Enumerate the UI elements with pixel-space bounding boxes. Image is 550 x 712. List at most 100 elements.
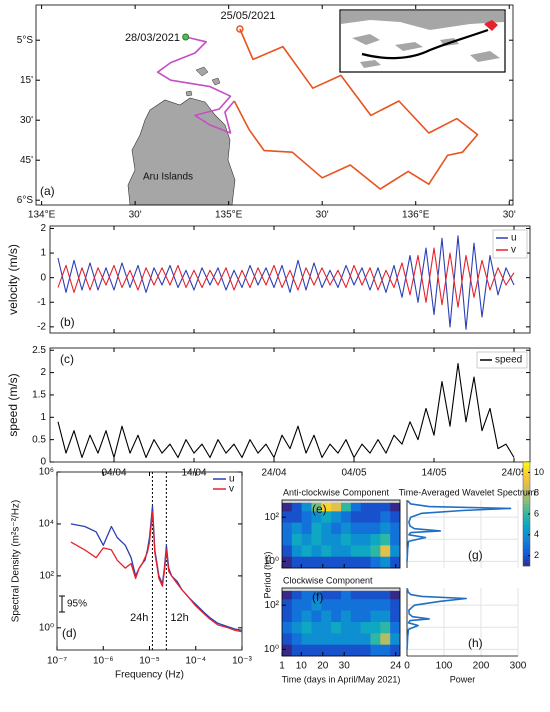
heatmap-cell (301, 622, 312, 634)
heatmap-cell (282, 556, 293, 569)
panel-title: Clockwise Component (283, 575, 373, 585)
heatmap-cell (282, 622, 293, 634)
y-tick-label: 1 (40, 412, 46, 423)
y-tick-label: 1 (40, 248, 46, 259)
heatmap-cell (311, 599, 322, 611)
heatmap-cell (350, 534, 361, 546)
heatmap-cell (301, 590, 312, 600)
heatmap-cell (301, 644, 312, 657)
heatmap-cell (301, 633, 312, 645)
heatmap-cell (360, 522, 371, 535)
heatmap-cell (321, 599, 332, 611)
heatmap-cell (341, 502, 352, 512)
y-tick-label: 1.5 (32, 390, 46, 401)
map-annotation: 28/03/2021 (125, 32, 180, 44)
heatmap-cell (282, 522, 293, 535)
heatmap-cell (341, 633, 352, 645)
heatmap-cell (291, 545, 302, 557)
colorbar-tick-label: 8 (534, 488, 539, 498)
heatmap-cell (282, 599, 293, 611)
heatmap-cell (282, 545, 293, 557)
colorbar-segment (523, 531, 530, 536)
legend-box (492, 229, 528, 259)
panel-label: (a) (40, 184, 55, 198)
colorbar-segment (523, 555, 530, 560)
heatmap-cell (370, 644, 381, 657)
colorbar-segment (523, 462, 530, 466)
panel-label: (c) (60, 352, 74, 366)
heatmap-cell (311, 590, 322, 600)
heatmap-cell (350, 633, 361, 645)
x-tick-label: 04/05 (341, 468, 366, 479)
plot-frame (281, 587, 401, 657)
heatmap-cell (380, 633, 391, 645)
heatmap-cell (341, 599, 352, 611)
heatmap-cell (341, 534, 352, 546)
heatmap-cell (360, 633, 371, 645)
legend-label: u (229, 474, 235, 485)
heatmap-cell (370, 599, 381, 611)
x-tick-label: 0 (404, 661, 410, 672)
colorbar-segment (523, 524, 530, 529)
heatmap-cell (341, 545, 352, 557)
x-tick-label: 100 (436, 661, 453, 672)
colorbar-segment (523, 548, 530, 553)
heatmap-cell (390, 522, 401, 535)
heatmap-cell (282, 610, 293, 623)
panel-label: (g) (468, 548, 483, 562)
colorbar-segment (523, 541, 530, 546)
heatmap-cell (341, 622, 352, 634)
x-tick-label: 30' (129, 210, 142, 221)
heatmap-cell (291, 534, 302, 546)
heatmap-cell (291, 522, 302, 535)
heatmap-cell (311, 534, 322, 546)
colorbar-segment (523, 562, 530, 567)
heatmap-cell (370, 633, 381, 645)
heatmap-cell (380, 644, 391, 657)
heatmap-cell (311, 644, 322, 657)
heatmap-cell (380, 590, 391, 600)
heatmap-cell (291, 502, 302, 512)
heatmap-cell (331, 534, 342, 546)
inset-map (339, 9, 506, 73)
colorbar-segment (523, 472, 530, 477)
heatmap-cell (301, 534, 312, 546)
heatmap-cell (311, 610, 322, 623)
heatmap-cell (380, 522, 391, 535)
x-tick-label: 04/04 (101, 468, 126, 479)
heatmap-cell (390, 644, 401, 657)
heatmap-cell (321, 633, 332, 645)
heatmap-cell (331, 610, 342, 623)
y-axis-label: Period (hrs) (262, 551, 272, 598)
heatmap-cell (390, 610, 401, 623)
heatmap-cell (331, 522, 342, 535)
heatmap-cell (360, 502, 371, 512)
heatmap-cell (301, 599, 312, 611)
heatmap-cell (360, 644, 371, 657)
heatmap-cell (360, 590, 371, 600)
x-tick-label: 24/05 (501, 468, 526, 479)
y-tick-label: 15' (20, 75, 33, 86)
heatmap-cell (311, 522, 322, 535)
start-point (182, 33, 190, 41)
heatmap-cell (311, 502, 322, 512)
x-axis-label: Time (days in April/May 2021) (282, 674, 401, 684)
colorbar-segment (523, 514, 530, 518)
heatmap-cell (380, 599, 391, 611)
y-tick-label: -2 (37, 321, 46, 332)
heatmap-cell (370, 622, 381, 634)
heatmap-cell (341, 644, 352, 657)
heatmap-cell (331, 622, 342, 634)
heatmap-cell (301, 556, 312, 569)
map-annotation: Aru Islands (143, 172, 193, 183)
heatmap-cell (350, 599, 361, 611)
spectrum-line (70, 505, 243, 631)
heatmap-cell (321, 610, 332, 623)
heatmap-cell (370, 556, 381, 569)
heatmap-cell (321, 545, 332, 557)
heatmap-cell (370, 610, 381, 623)
x-tick-label: 1 (279, 661, 285, 672)
y-tick-label: 10⁰ (264, 644, 279, 655)
colorbar-tick-label: 6 (534, 508, 539, 518)
